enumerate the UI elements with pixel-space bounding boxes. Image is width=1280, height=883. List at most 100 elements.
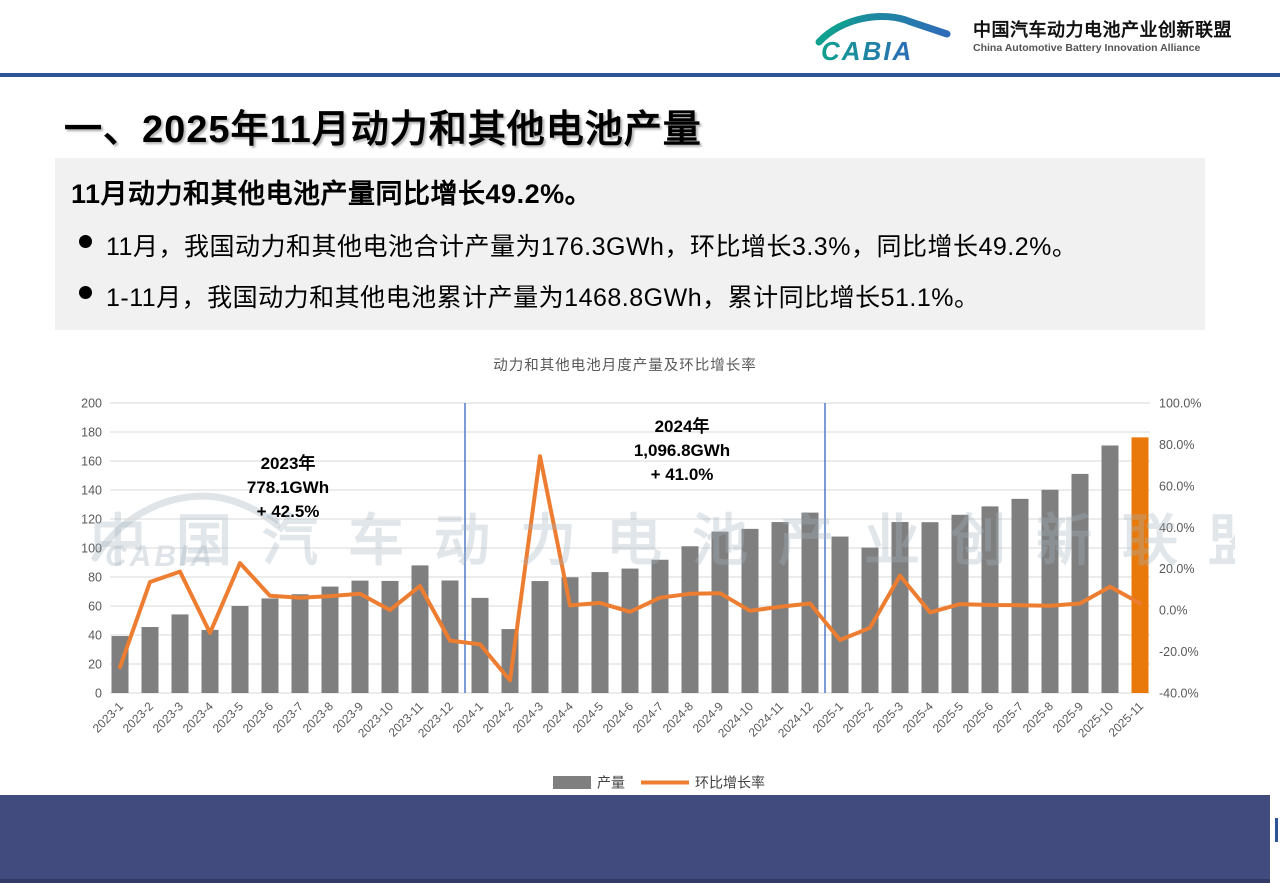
chart: 动力和其他电池月度产量及环比增长率 CABIA 0 20 40 60 80 100 120 14…	[75, 348, 1240, 800]
y2-axis-tick-label: -40.0%	[1159, 687, 1199, 701]
x-axis-tick-label: 2024-6	[600, 699, 637, 736]
bullet-item: 11月，我国动力和其他电池合计产量为176.3GWh，环比增长3.3%，同比增长…	[71, 227, 1189, 263]
annotation-text: 1,096.8GWh	[634, 441, 730, 460]
y-axis-tick-label: 60	[88, 600, 102, 614]
bar	[591, 572, 609, 693]
y2-axis-tick-label: 80.0%	[1159, 438, 1194, 452]
bar	[1011, 498, 1029, 693]
chart-svg: CABIA 0 20 40 60 80 100 120 140 160 180 200 100.0% 80…	[81, 397, 1201, 791]
y-axis-tick-label: 200	[81, 397, 102, 411]
bar	[381, 580, 399, 693]
footer-tick	[1275, 818, 1278, 842]
y-axis-tick-label: 20	[88, 658, 102, 672]
y-axis-tick-label: 140	[81, 484, 102, 498]
x-axis-tick-label: 2024-4	[540, 699, 577, 736]
x-axis-tick-label: 2024-7	[630, 699, 667, 736]
annotation-text: + 42.5%	[257, 502, 320, 521]
legend-line-label: 环比增长率	[695, 775, 765, 791]
y2-axis-tick-label: 60.0%	[1159, 479, 1194, 493]
y2-axis-tick-label: 40.0%	[1159, 521, 1194, 535]
bar	[321, 586, 339, 693]
growth-line	[118, 454, 1142, 683]
x-axis-tick-label: 2023-8	[300, 699, 337, 736]
watermark-logo-icon	[91, 492, 281, 562]
x-axis-tick-label: 2023-3	[150, 699, 187, 736]
bar	[171, 614, 189, 693]
org-name-cn: 中国汽车动力电池产业创新联盟	[973, 19, 1232, 40]
summary-box: 11月动力和其他电池产量同比增长49.2%。 11月，我国动力和其他电池合计产量…	[55, 158, 1205, 330]
x-axis-tick-label: 2024-3	[510, 699, 547, 736]
bullet-text: 1-11月，我国动力和其他电池累计产量为1468.8GWh，累计同比增长51.1…	[106, 284, 980, 312]
y2-axis-tick-label: 0.0%	[1159, 604, 1188, 618]
bar	[291, 594, 309, 693]
header: CABIA 中国汽车动力电池产业创新联盟 China Automotive Ba…	[0, 0, 1280, 73]
bullet-icon	[79, 235, 92, 248]
bar	[711, 531, 729, 693]
x-axis-tick-label: 2024-8	[660, 699, 697, 736]
y-axis-tick-label: 0	[95, 687, 102, 701]
annotation-text: 2023年	[261, 453, 316, 473]
bar	[621, 568, 639, 693]
x-axis-tick-label: 2023-5	[210, 699, 247, 736]
x-axis-tick-label: 2024-2	[480, 699, 517, 736]
bar	[1101, 445, 1119, 693]
y-axis-tick-label: 40	[88, 629, 102, 643]
x-axis-tick-label: 2023-6	[240, 699, 277, 736]
x-axis-tick-label: 2023-4	[180, 699, 217, 736]
header-rule	[0, 73, 1280, 77]
bullet-icon	[79, 286, 92, 299]
y-axis-tick-label: 180	[81, 426, 102, 440]
bar	[561, 577, 579, 693]
cabia-logo-text: CABIA	[821, 36, 913, 66]
bar	[1131, 437, 1149, 693]
x-axis-tick-label: 2023-1	[90, 699, 127, 736]
bar	[261, 598, 279, 693]
footer-bar	[0, 795, 1270, 883]
x-axis-tick-label: 2025-8	[1020, 699, 1057, 736]
summary-headline: 11月动力和其他电池产量同比增长49.2%。	[71, 179, 593, 209]
logo: CABIA 中国汽车动力电池产业创新联盟 China Automotive Ba…	[813, 6, 1232, 68]
chart-title: 动力和其他电池月度产量及环比增长率	[493, 358, 757, 374]
bar	[831, 536, 849, 693]
bullet-item: 1-11月，我国动力和其他电池累计产量为1468.8GWh，累计同比增长51.1…	[71, 278, 1189, 314]
bar	[891, 522, 909, 693]
y2-axis-tick-label: 20.0%	[1159, 562, 1194, 576]
x-axis-tick-label: 2025-1	[810, 699, 847, 736]
bar	[141, 627, 159, 693]
annotation-text: + 41.0%	[651, 465, 714, 484]
bar	[651, 559, 669, 693]
x-axis-tick-label: 2025-6	[960, 699, 997, 736]
x-axis-tick-label: 2023-2	[120, 699, 157, 736]
x-axis-tick-label: 2025-7	[990, 699, 1027, 736]
x-axis-tick-label: 2025-3	[870, 699, 907, 736]
bar	[1071, 473, 1089, 693]
y2-axis-tick-label: -20.0%	[1159, 645, 1199, 659]
watermark-logo-text: CABIA	[105, 540, 215, 573]
y-axis-tick-label: 160	[81, 455, 102, 469]
bar	[351, 580, 369, 693]
bar	[201, 629, 219, 693]
y-axis-tick-label: 120	[81, 513, 102, 527]
x-axis-tick-label: 2025-5	[930, 699, 967, 736]
annotation-text: 2024年	[655, 416, 710, 436]
x-axis-tick-label: 2025-2	[840, 699, 877, 736]
bar	[1041, 489, 1059, 693]
y-axis-tick-label: 80	[88, 571, 102, 585]
x-axis-tick-label: 2024-1	[450, 699, 487, 736]
y-axis-tick-label: 100	[81, 542, 102, 556]
annotation-text: 778.1GWh	[247, 478, 329, 497]
bar	[531, 581, 549, 693]
x-axis-tick-label: 2025-4	[900, 699, 937, 736]
x-axis-tick-label: 2024-5	[570, 699, 607, 736]
bar	[861, 547, 879, 693]
org-names: 中国汽车动力电池产业创新联盟 China Automotive Battery …	[973, 20, 1232, 55]
bar	[981, 506, 999, 693]
cabia-logo-icon: CABIA	[815, 13, 951, 66]
bar	[231, 606, 249, 693]
legend-bar-label: 产量	[597, 775, 625, 791]
legend-bar-swatch	[553, 776, 591, 789]
page-title: 一、2025年11月动力和其他电池产量	[64, 109, 702, 151]
bullet-text: 11月，我国动力和其他电池合计产量为176.3GWh，环比增长3.3%，同比增长…	[106, 233, 1078, 261]
bar	[681, 546, 699, 693]
